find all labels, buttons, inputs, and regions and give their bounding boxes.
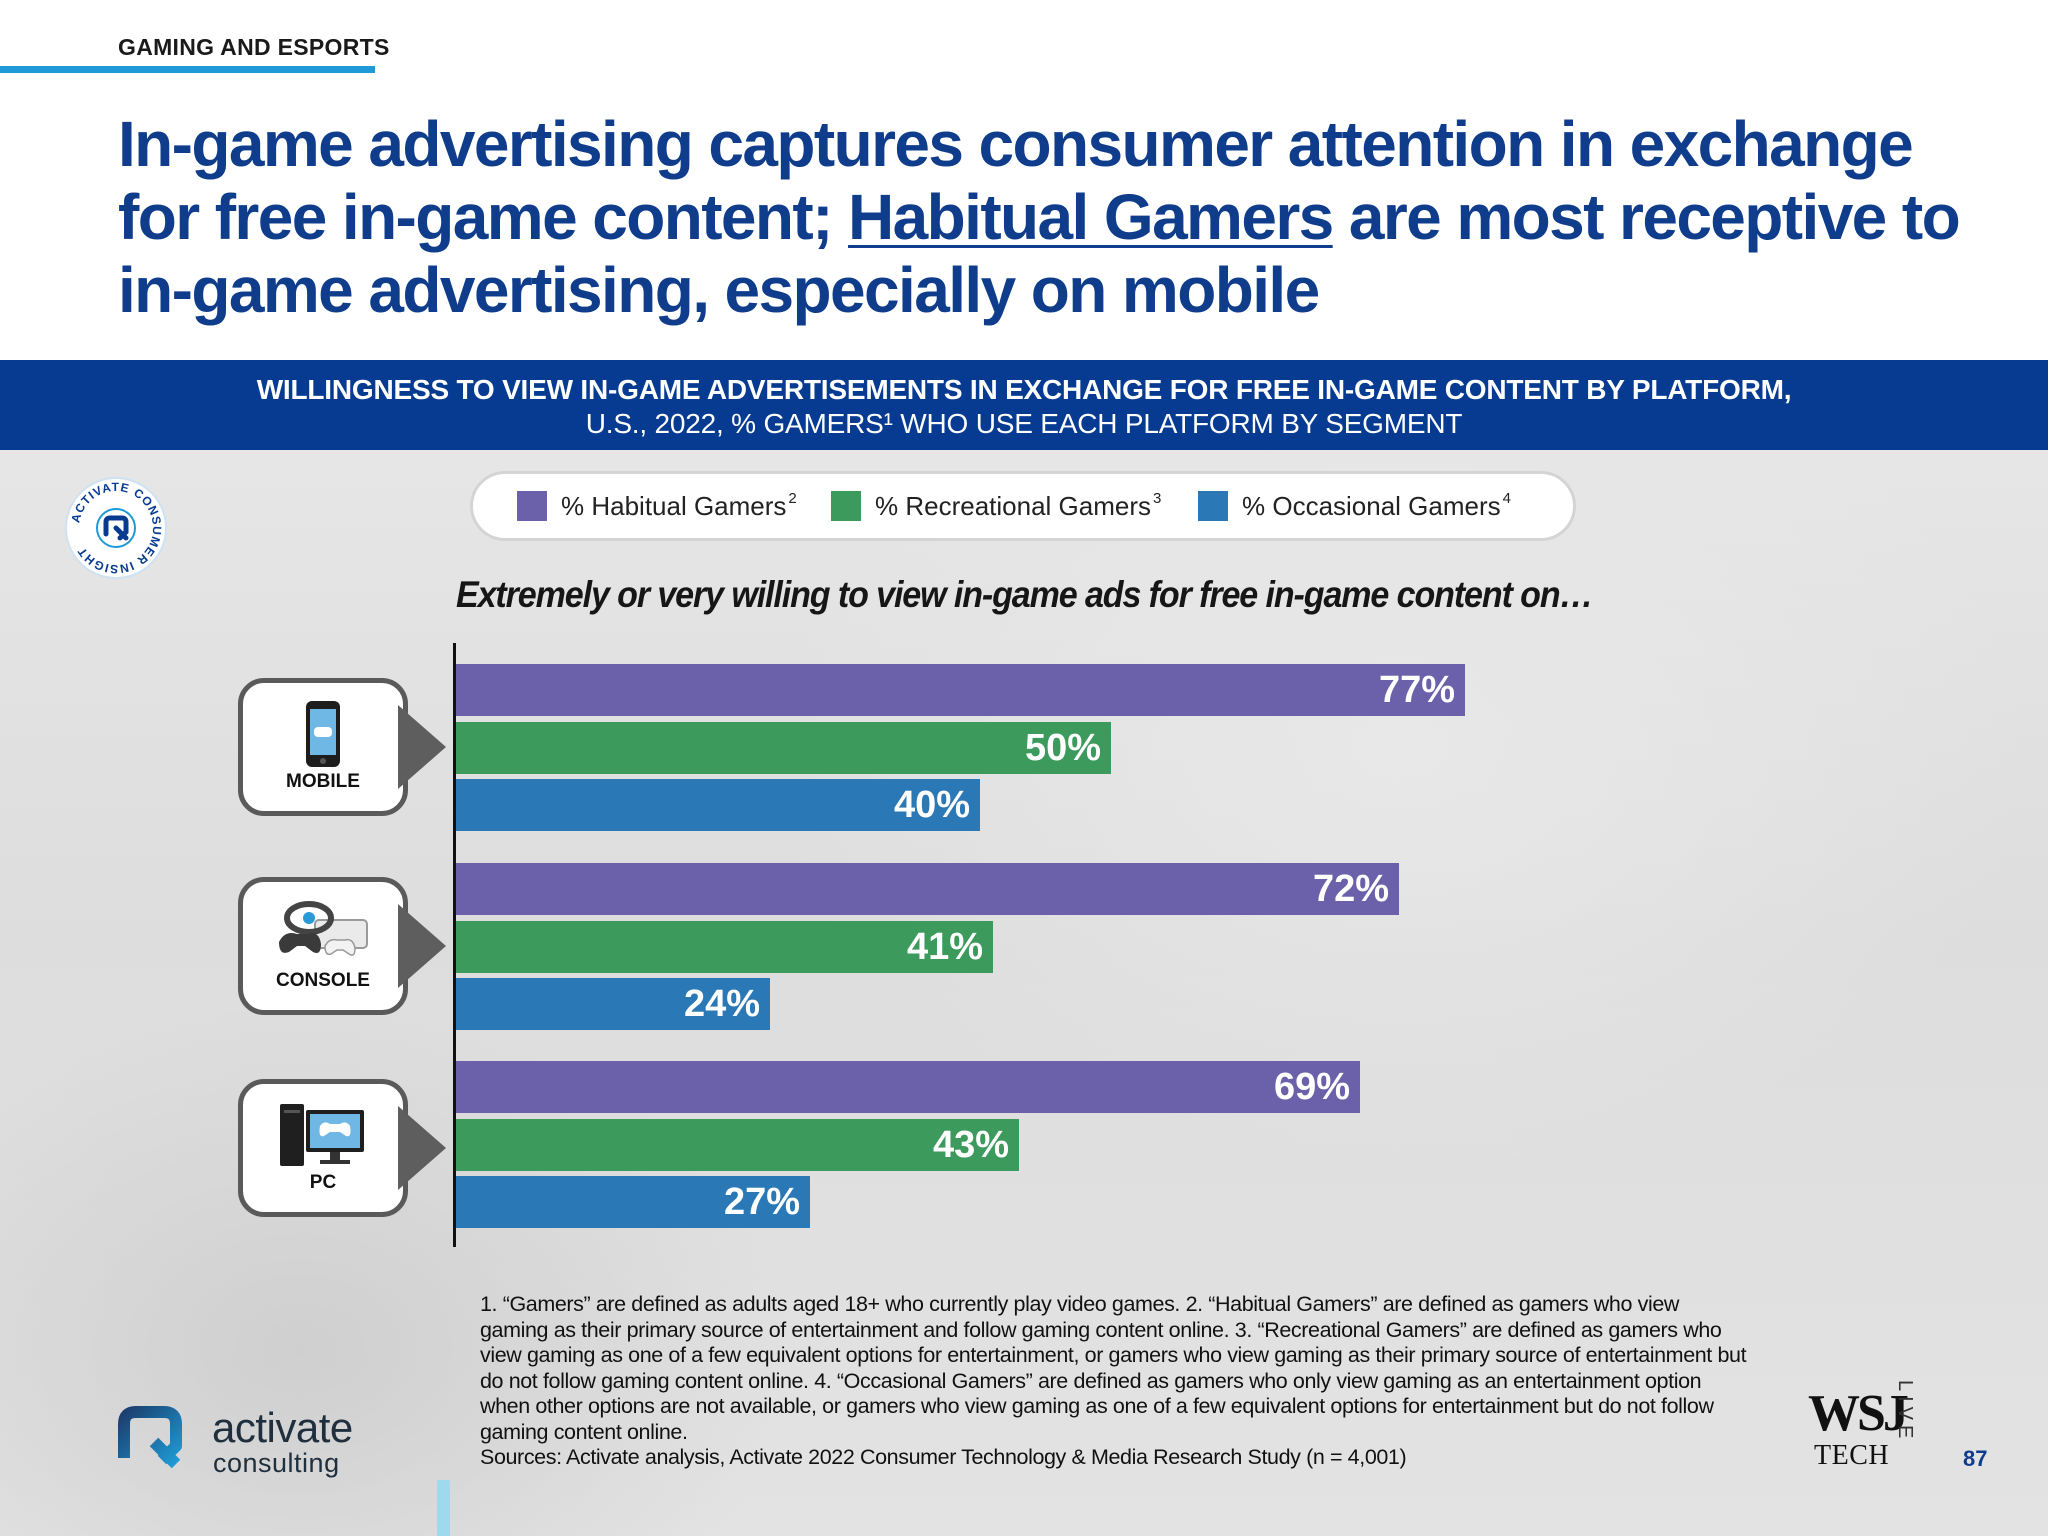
legend-sup-habitual: 2 [788, 489, 797, 507]
bar-label-console-recreational: 41% [906, 926, 983, 968]
legend-swatch-occasional [1198, 491, 1228, 521]
logo-word-activate: activate [212, 1404, 353, 1451]
bar-mobile-recreational [456, 722, 1111, 774]
footnote-definitions: 1. “Gamers” are defined as adults aged 1… [480, 1292, 1747, 1444]
category-label-mobile: MOBILE [286, 771, 360, 792]
legend-swatch-habitual [517, 491, 547, 521]
legend-label-habitual: % Habitual Gamers [561, 490, 787, 521]
bar-label-pc-habitual: 69% [1273, 1066, 1350, 1108]
category-arrow-pc [398, 1106, 446, 1190]
wsj-tech-live-logo: WSJ TECH LIVE [1808, 1380, 1928, 1474]
wsj-tech-text: TECH [1814, 1440, 1890, 1471]
chart-title: Extremely or very willing to view in-gam… [456, 574, 1594, 615]
bar-label-pc-recreational: 43% [932, 1124, 1009, 1166]
category-arrow-console [398, 904, 446, 988]
pc-monitor-icon [280, 1104, 364, 1166]
bar-console-recreational [456, 921, 993, 973]
activate-consulting-logo: activate consulting [118, 1404, 418, 1478]
banner-line1: WILLINGNESS TO VIEW IN-GAME ADVERTISEMEN… [256, 374, 1792, 405]
category-label-console: CONSOLE [276, 970, 370, 991]
legend-sup-occasional: 4 [1502, 489, 1511, 507]
legend-label-occasional: % Occasional Gamers [1242, 490, 1501, 521]
chart-banner: WILLINGNESS TO VIEW IN-GAME ADVERTISEMEN… [0, 360, 2048, 450]
category-box-console: CONSOLE [238, 877, 408, 1015]
bar-mobile-occasional [456, 779, 980, 831]
chart-legend: % Habitual Gamers 2 % Recreational Gamers… [470, 471, 1576, 541]
bar-mobile-habitual [456, 664, 1465, 716]
bar-console-occasional [456, 978, 770, 1030]
section-tag: GAMING AND ESPORTS [118, 34, 390, 60]
headline-underlined: Habitual Gamers [848, 181, 1334, 253]
category-box-mobile: MOBILE [238, 678, 408, 816]
banner-line2: U.S., 2022, % GAMERS¹ WHO USE EACH PLATF… [585, 408, 1463, 439]
legend-label-recreational: % Recreational Gamers [875, 490, 1151, 521]
logo-word-consulting: consulting [213, 1448, 340, 1478]
legend-item-occasional: % Occasional Gamers 4 [1198, 474, 1511, 538]
footnote: 1. “Gamers” are defined as adults aged 1… [480, 1292, 1750, 1471]
page-title: In-game advertising captures consumer at… [118, 108, 1998, 327]
chart-axis-line [453, 643, 456, 1247]
footnote-sources: Sources: Activate analysis, Activate 202… [480, 1445, 1407, 1469]
bar-label-mobile-occasional: 40% [893, 784, 970, 826]
mobile-phone-icon [306, 701, 340, 767]
bar-label-console-habitual: 72% [1312, 868, 1389, 910]
wsj-live-text: LIVE [1894, 1380, 1916, 1444]
legend-swatch-recreational [831, 491, 861, 521]
category-arrow-mobile [398, 705, 446, 789]
legend-sup-recreational: 3 [1153, 489, 1162, 507]
decorative-strip [437, 1480, 450, 1536]
consumer-insight-badge-icon: ACTIVATE CONSUMER INSIGHT [65, 477, 167, 579]
category-box-pc: PC [238, 1079, 408, 1217]
bar-pc-recreational [456, 1119, 1019, 1171]
activate-logo-icon [118, 1406, 182, 1469]
bar-label-pc-occasional: 27% [723, 1181, 800, 1223]
page-number: 87 [1963, 1446, 1988, 1471]
legend-item-habitual: % Habitual Gamers 2 [517, 474, 797, 538]
legend-item-recreational: % Recreational Gamers 3 [831, 474, 1161, 538]
headline-part1: In-game advertising captures consumer at… [118, 108, 1914, 253]
section-rule [0, 66, 375, 73]
wsj-logo-text: WSJ [1808, 1385, 1909, 1442]
bar-label-mobile-recreational: 50% [1024, 727, 1101, 769]
category-label-pc: PC [309, 1172, 337, 1193]
console-icon [279, 901, 368, 956]
bar-pc-habitual [456, 1061, 1360, 1113]
bar-console-habitual [456, 863, 1399, 915]
bar-label-console-occasional: 24% [683, 983, 760, 1025]
bar-label-mobile-habitual: 77% [1378, 669, 1455, 711]
headline-part2: are most receptive to in-game advertisin… [118, 181, 1961, 326]
bar-pc-occasional [456, 1176, 810, 1228]
